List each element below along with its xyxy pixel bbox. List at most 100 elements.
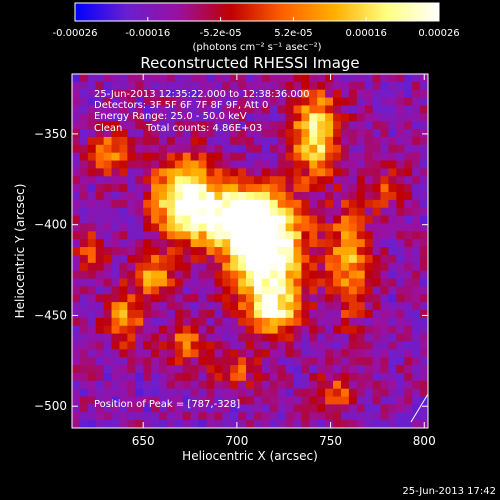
heatmap-cell bbox=[412, 184, 421, 193]
heatmap-cell bbox=[103, 333, 113, 343]
heatmap-cell bbox=[420, 105, 428, 114]
heatmap-cell bbox=[253, 357, 263, 366]
heatmap-cell bbox=[396, 160, 405, 169]
heatmap-cell bbox=[206, 89, 215, 99]
heatmap-cell bbox=[238, 310, 247, 319]
heatmap-cell bbox=[325, 278, 334, 287]
heatmap-cell bbox=[119, 302, 128, 311]
heatmap-cell bbox=[174, 152, 184, 162]
heatmap-cell bbox=[388, 223, 397, 232]
heatmap-cell bbox=[420, 81, 428, 91]
heatmap-cell bbox=[396, 333, 405, 343]
heatmap-cell bbox=[230, 184, 239, 193]
heatmap-cell bbox=[174, 357, 184, 366]
heatmap-cell bbox=[253, 207, 263, 217]
colorbar-tick-label: -0.00026 bbox=[53, 28, 98, 39]
heatmap-cell bbox=[135, 365, 144, 374]
heatmap-cell bbox=[317, 365, 326, 374]
heatmap-cell bbox=[333, 231, 342, 240]
heatmap-cell bbox=[246, 136, 255, 146]
heatmap-cell bbox=[103, 396, 113, 405]
heatmap-cell bbox=[364, 365, 374, 374]
heatmap-cell bbox=[420, 144, 428, 154]
heatmap-cell bbox=[143, 286, 152, 295]
heatmap-cell bbox=[238, 247, 247, 256]
heatmap-cell bbox=[111, 317, 121, 327]
heatmap-cell bbox=[111, 396, 121, 405]
heatmap-cell bbox=[285, 113, 295, 122]
heatmap-cell bbox=[340, 239, 350, 248]
heatmap-cell bbox=[404, 396, 413, 405]
heatmap-cell bbox=[238, 349, 247, 358]
heatmap-cell bbox=[214, 192, 223, 201]
heatmap-cell bbox=[309, 396, 318, 405]
heatmap-cell bbox=[103, 176, 113, 185]
heatmap-cell bbox=[261, 113, 271, 122]
heatmap-cell bbox=[269, 152, 279, 162]
heatmap-cell bbox=[348, 239, 358, 248]
heatmap-cell bbox=[206, 317, 215, 327]
heatmap-cell bbox=[87, 97, 97, 107]
heatmap-cell bbox=[277, 168, 287, 177]
heatmap-cell bbox=[420, 199, 428, 209]
heatmap-cell bbox=[72, 97, 81, 107]
heatmap-cell bbox=[72, 317, 81, 327]
heatmap-cell bbox=[135, 278, 144, 287]
heatmap-cell bbox=[87, 89, 97, 99]
heatmap-cell bbox=[412, 372, 421, 382]
heatmap-cell bbox=[380, 333, 390, 343]
heatmap-cell bbox=[119, 247, 128, 256]
heatmap-cell bbox=[269, 121, 279, 130]
heatmap-cell bbox=[340, 223, 350, 232]
heatmap-cell bbox=[159, 136, 168, 146]
heatmap-cell bbox=[111, 215, 121, 225]
heatmap-cell bbox=[404, 372, 413, 382]
heatmap-cell bbox=[348, 207, 358, 217]
y-tick-label: −500 bbox=[34, 399, 67, 413]
heatmap-cell bbox=[103, 380, 113, 390]
heatmap-cell bbox=[348, 89, 358, 99]
heatmap-cell bbox=[277, 325, 287, 335]
heatmap-cell bbox=[253, 239, 263, 248]
heatmap-cell bbox=[317, 420, 326, 428]
heatmap-cell bbox=[301, 231, 310, 240]
heatmap-cell bbox=[151, 231, 160, 240]
heatmap-cell bbox=[222, 184, 231, 193]
heatmap-cell bbox=[293, 349, 303, 358]
heatmap-cell bbox=[127, 89, 136, 99]
heatmap-cell bbox=[166, 144, 176, 154]
limb-line bbox=[410, 393, 429, 423]
heatmap-cell bbox=[301, 349, 310, 358]
heatmap-cell bbox=[166, 74, 176, 83]
heatmap-cell bbox=[95, 121, 105, 130]
heatmap-cell bbox=[285, 97, 295, 107]
heatmap-cell bbox=[380, 372, 390, 382]
heatmap-cell bbox=[340, 254, 350, 264]
heatmap-cell bbox=[380, 365, 390, 374]
heatmap-cell bbox=[333, 97, 342, 107]
heatmap-cell bbox=[127, 223, 136, 232]
heatmap-cell bbox=[285, 278, 295, 287]
heatmap-cell bbox=[317, 262, 326, 272]
heatmap-cell bbox=[301, 341, 310, 350]
heatmap-cell bbox=[253, 152, 263, 162]
heatmap-cell bbox=[285, 341, 295, 350]
heatmap-cell bbox=[325, 223, 334, 232]
heatmap-cell bbox=[380, 192, 390, 201]
heatmap-cell bbox=[356, 380, 366, 390]
heatmap-cell bbox=[246, 160, 255, 169]
heatmap-cell bbox=[238, 333, 247, 343]
heatmap-cell bbox=[206, 160, 215, 169]
heatmap-cell bbox=[72, 89, 81, 99]
heatmap-cell bbox=[95, 129, 105, 138]
heatmap-cell bbox=[372, 192, 382, 201]
heatmap-cell bbox=[214, 231, 223, 240]
heatmap-cell bbox=[166, 278, 176, 287]
heatmap-cell bbox=[135, 239, 144, 248]
heatmap-cell bbox=[412, 420, 421, 428]
heatmap-cell bbox=[182, 105, 192, 114]
heatmap-cell bbox=[396, 357, 405, 366]
heatmap-cell bbox=[143, 207, 152, 217]
heatmap-cell bbox=[277, 152, 287, 162]
heatmap-cell bbox=[412, 325, 421, 335]
